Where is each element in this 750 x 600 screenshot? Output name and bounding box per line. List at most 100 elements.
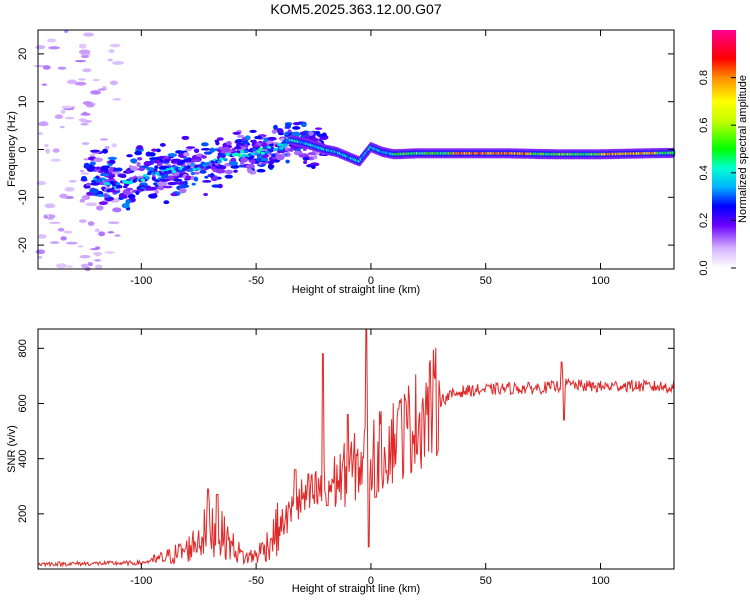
spectrum-noise-blob xyxy=(59,193,68,199)
spectrum-blob xyxy=(307,152,316,156)
spectrum-blob xyxy=(316,133,323,138)
spectrum-blob xyxy=(271,129,277,134)
spectrum-noise-blob xyxy=(79,219,87,223)
spectrum-blob xyxy=(271,153,276,158)
spectrum-blob xyxy=(247,167,253,174)
spectrum-noise-blob xyxy=(77,245,84,248)
spectrum-blob xyxy=(143,161,152,167)
spectrum-blob xyxy=(89,188,99,194)
spectrum-blob xyxy=(164,158,170,163)
colorbar: 0.0 0.2 0.4 0.6 0.8 Normalized spectral ampl… xyxy=(698,30,749,276)
spectrum-noise-blob xyxy=(80,172,90,175)
spectrum-blob xyxy=(200,142,209,147)
spectrum-blob xyxy=(201,155,207,159)
spectrum-blob xyxy=(103,193,108,198)
spectrum-blob xyxy=(125,199,132,205)
spectrum-ridge-point xyxy=(196,167,201,171)
spectrum-blob xyxy=(134,150,143,156)
spectrum-blob xyxy=(229,161,238,166)
spectrum-noise-blob xyxy=(33,64,45,68)
spectrum-blob xyxy=(183,180,188,186)
spectrum-ridge-point xyxy=(190,163,195,167)
spectrum-blob xyxy=(193,148,200,153)
spectrum-noise-blob xyxy=(64,29,69,34)
spectrum-blob xyxy=(96,194,105,197)
spectrum-blob xyxy=(99,166,109,172)
spectrum-noise-blob xyxy=(81,142,90,145)
spectrum-blob xyxy=(186,146,196,149)
spectrum-blob xyxy=(167,181,177,186)
spectrum-blob xyxy=(231,147,237,152)
spectrum-blob xyxy=(111,171,121,175)
spectrum-ridge-point xyxy=(217,160,222,164)
spectrum-blob xyxy=(311,164,316,169)
spectrum-noise-blob xyxy=(46,38,57,43)
spectrum-noise-blob xyxy=(48,46,60,50)
spectrum-blob xyxy=(203,151,213,155)
spectrum-blob xyxy=(91,179,97,183)
spectrum-blob xyxy=(139,188,145,192)
colorbar-tick-label: 0.2 xyxy=(698,213,710,228)
spectrum-blob xyxy=(183,152,190,157)
spectrum-blob xyxy=(162,185,173,189)
spectrum-blob xyxy=(80,176,88,182)
spectrum-y-tick-label: -10 xyxy=(17,189,29,205)
spectrum-noise-blob xyxy=(35,45,46,50)
spectrum-noise-blob xyxy=(107,231,115,234)
spectrum-ridge-point xyxy=(252,148,257,152)
spectrum-blob xyxy=(267,160,275,165)
snr-series-line xyxy=(37,328,675,568)
spectrum-noise-blob xyxy=(66,79,78,85)
spectrum-blob xyxy=(199,169,207,174)
spectrum-blob xyxy=(108,159,116,165)
spectrum-x-tick-label: -100 xyxy=(130,275,152,287)
spectrum-noise-blob xyxy=(66,265,73,268)
spectrum-noise-blob xyxy=(55,263,67,269)
spectrum-noise-blob xyxy=(87,262,94,267)
spectrum-blob xyxy=(191,182,196,186)
spectrum-noise-blob xyxy=(64,186,75,192)
spectrum-noise-blob xyxy=(38,131,44,136)
spectrum-blob xyxy=(151,148,158,152)
spectrum-x-tick-label: -50 xyxy=(248,275,264,287)
snr-panel: -100 -50 0 50 100 200 400 600 800 Height of str… xyxy=(6,328,675,595)
spectrum-blob xyxy=(216,137,224,141)
spectrum-noise-blob xyxy=(95,246,101,250)
spectrum-blob xyxy=(90,149,100,153)
spectrum-y-ticks: -20 -10 0 10 20 xyxy=(17,48,674,253)
spectrum-blob xyxy=(254,135,263,140)
spectrum-blob xyxy=(267,163,274,170)
spectrum-x-tick-label: 0 xyxy=(368,275,374,287)
spectrum-blob xyxy=(250,159,256,165)
spectrum-blob xyxy=(304,135,310,139)
snr-y-tick-label: 400 xyxy=(17,449,29,467)
spectrum-ridge-point xyxy=(264,150,270,154)
spectrum-blob xyxy=(109,166,114,173)
spectrum-blob xyxy=(90,182,100,186)
spectrum-ridge-point xyxy=(279,146,284,150)
spectrum-ridge-point xyxy=(250,152,255,156)
spectrum-blob xyxy=(93,157,104,163)
spectrum-ridge-point xyxy=(272,147,278,152)
spectrum-y-tick-label: 20 xyxy=(17,48,29,60)
colorbar-tick-label: 0.8 xyxy=(698,70,710,85)
spectrum-blob xyxy=(249,129,257,133)
spectrum-blob xyxy=(153,168,158,172)
snr-x-tick-label: 0 xyxy=(368,575,374,587)
spectrum-blob xyxy=(211,184,221,188)
spectrum-blob xyxy=(138,167,145,172)
spectrum-blob xyxy=(125,169,132,174)
spectrum-noise-blob xyxy=(36,180,47,186)
spectrum-blob xyxy=(167,153,177,158)
spectrum-blob xyxy=(221,146,231,153)
spectrum-blob xyxy=(185,175,191,181)
spectrum-blob xyxy=(202,179,212,183)
spectrum-blob xyxy=(115,167,123,172)
snr-frame xyxy=(37,328,675,570)
spectrum-ridge-point xyxy=(237,154,243,158)
spectrum-blob xyxy=(126,154,133,158)
spectrum-blob xyxy=(189,175,196,181)
spectrum-blob xyxy=(95,166,102,170)
spectrum-ridge-point xyxy=(186,165,191,169)
spectrum-noise-blob xyxy=(65,241,78,245)
